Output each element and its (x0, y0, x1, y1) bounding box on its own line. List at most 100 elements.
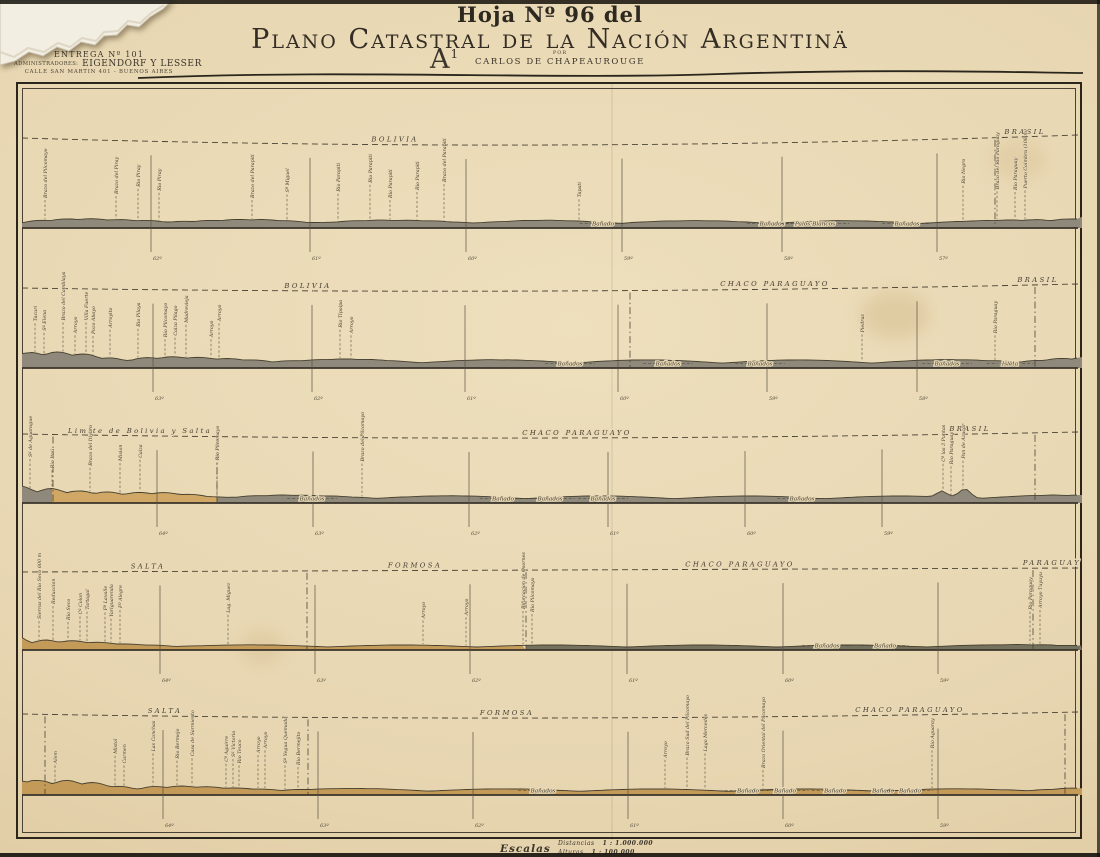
feature-label: Tartagal (85, 589, 91, 610)
feature-label: Arroyo Tuyuyu (1038, 572, 1044, 609)
meridian-degree-label: 61º (312, 256, 321, 262)
bañado-label: Palos Blancos (794, 222, 835, 228)
terrain-profile-line (21, 637, 1078, 648)
meridian-degree-label: 61º (467, 396, 476, 402)
bañado-label: Bañados (758, 221, 784, 228)
paper-fold-line (611, 84, 613, 840)
territory-label: CHACO PARAGUAYO (855, 706, 965, 714)
territory-label: CHACO PARAGUAYO (685, 560, 795, 568)
feature-label: Rio Paraguay (1013, 157, 1019, 191)
meridian-degree-label: 59º (940, 823, 949, 829)
ground-band (22, 351, 1082, 368)
feature-label: Reduccion (51, 579, 57, 606)
feature-label: Villa Fuerte (84, 292, 90, 321)
meridian-degree-label: 60º (785, 823, 794, 829)
bañado-label: Bañado (773, 788, 797, 795)
photo-edge-top (0, 0, 1100, 4)
feature-label: Lag. Miguez (226, 582, 232, 614)
height-scale: Alturas 1 : 100.000 (558, 849, 635, 856)
territory-label: PARAGUAY (1022, 559, 1081, 567)
bañado-label: Isleta (1001, 362, 1019, 368)
escalas-label: Escalas (500, 843, 551, 855)
bañado-label: Bañado (591, 221, 615, 228)
feature-label: Rio Pilcomayo (215, 426, 221, 462)
bañado-label: Bañado (491, 496, 515, 503)
por-label: POR (552, 50, 568, 56)
feature-label: Sº Miguel (285, 168, 291, 193)
alturas-label: Alturas (558, 849, 584, 856)
territory-label: SALTA (131, 563, 166, 571)
feature-label: Rio Bermejito (296, 731, 302, 766)
bañado-label: Bañado (871, 788, 895, 795)
meridian-degree-label: 60º (620, 396, 629, 402)
distancias-value: 1 : 1.000.000 (602, 840, 654, 847)
feature-label: Alem (53, 751, 59, 765)
feature-label: Cª Colon (78, 593, 84, 615)
publisher-address: CALLE SAN MARTIN 401 - BUENOS AIRES (24, 69, 174, 75)
page-title: Plano Catastral de la Nación Argentinä (251, 24, 849, 55)
terrain-profile-line (21, 485, 1078, 500)
sheet-number-title: Hoja Nº 96 del (457, 2, 643, 27)
profile-strip-2: BOLIVIA CHACO PARAGUAYO BRASIL 63º 62º 61º 60º… (21, 271, 1082, 402)
feature-label: Arroyo (464, 599, 470, 617)
sheet-letter: A1 (430, 44, 459, 75)
feature-label: Sierras del Rio Seco 600 m (37, 552, 43, 619)
photo-edge-bottom (0, 853, 1100, 857)
meridian-degree-label: 59º (940, 678, 949, 684)
ground-band (22, 637, 526, 650)
meridian-degree-label: 63º (155, 396, 164, 402)
feature-label: Piedras (860, 314, 866, 334)
meridian-degree-label: 58º (919, 396, 928, 402)
bañado-label: Bañados (788, 496, 814, 503)
feature-label: Brazo del Pilcomayo (43, 148, 49, 199)
feature-label: Las Conchas (151, 720, 157, 752)
meridian-degree-label: 64º (165, 823, 174, 829)
author-name: CARLOS DE CHAPEAUROUGE (475, 57, 645, 67)
territory-label: FORMOSA (387, 562, 442, 570)
feature-label: Madrevieja (184, 295, 190, 324)
feature-label: Rio Parapiti (336, 162, 342, 192)
administrators-line: ADMINISTRADORES: EIGENDORF Y LESSER (14, 59, 201, 69)
bañado-label: Bañado (898, 788, 922, 795)
feature-label: Yariguarenda (109, 584, 115, 617)
feature-label: Brazo del Camblaya (61, 272, 67, 322)
boundary-dashed-line (21, 567, 1079, 573)
terrain-profile-line (21, 218, 1078, 224)
bañado-label: Bañados (746, 361, 772, 368)
sheet-letter-sup: 1 (450, 47, 460, 61)
meridian-degree-label: 62º (472, 678, 481, 684)
feature-label: Rio Itaú (49, 449, 56, 469)
feature-label: Brazo del Parapiti (442, 138, 448, 183)
feature-label: Arroyito (108, 307, 114, 328)
feature-label: Rio Tipoipa (338, 300, 344, 329)
feature-label: Pozo Abayo (91, 306, 97, 335)
bañado-label: Bañado (736, 788, 760, 795)
ground-band (22, 780, 1082, 795)
feature-label: Arroyo (256, 736, 262, 754)
admin-label: ADMINISTRADORES: (14, 61, 79, 67)
feature-label: Arroyo (263, 732, 269, 750)
feature-label: Fº Lavalle (103, 586, 109, 612)
feature-label: Mision (118, 445, 124, 462)
meridian-degree-label: 58º (784, 256, 793, 262)
meridian-degree-label: 63º (320, 823, 329, 829)
meridian-degree-label: 62º (153, 256, 162, 262)
feature-label: Mistol (113, 738, 119, 755)
feature-label: Brazo del Piray (114, 156, 120, 195)
feature-label: Rio Parapiti (368, 154, 374, 184)
territory-label: BRASIL (948, 425, 990, 433)
publisher-block: ENTREGA Nº 101 ADMINISTRADORES: EIGENDOR… (14, 50, 201, 75)
meridian-degree-label: 60º (468, 256, 477, 262)
feature-label: Rio Seco (66, 599, 72, 621)
feature-label: Rio Paraguay (993, 301, 999, 335)
bañado-label: Bañado (823, 788, 847, 795)
profile-strip-5: SALTA FORMOSA CHACO PARAGUAYO 64º 63º 62º 61º 6… (21, 694, 1082, 829)
territory-label: BRASIL (1016, 276, 1058, 284)
feature-label: Caiza Pilago (173, 305, 179, 335)
entrega-number: ENTREGA Nº 101 (53, 50, 145, 59)
feature-label: Brazo del Parapiti (250, 154, 256, 199)
meridian-degree-label: 61º (630, 823, 639, 829)
feature-label: Sª Yegua Quemada (283, 717, 289, 764)
